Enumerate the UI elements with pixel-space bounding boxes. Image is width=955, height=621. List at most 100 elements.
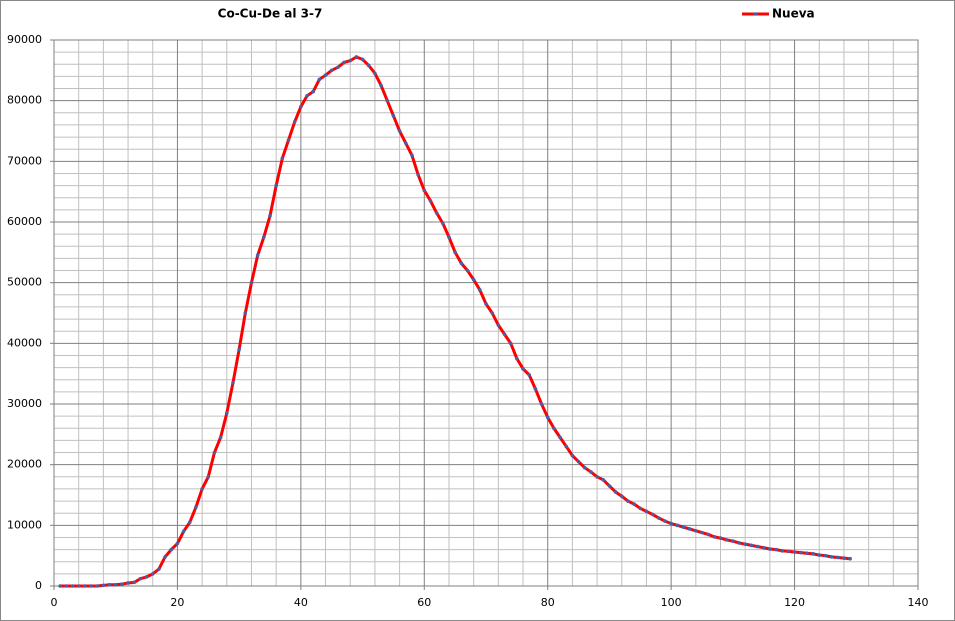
data-point: [286, 138, 291, 142]
data-point: [157, 567, 161, 571]
data-point: [169, 547, 174, 552]
x-tick-label: 0: [51, 596, 58, 609]
x-tick-label: 60: [417, 596, 431, 609]
data-point: [299, 104, 303, 109]
data-point: [83, 584, 87, 588]
data-point: [58, 584, 62, 588]
data-point: [805, 551, 809, 556]
data-point: [366, 63, 371, 68]
data-point: [373, 71, 377, 76]
data-point: [292, 120, 297, 124]
data-point: [360, 57, 365, 62]
data-point: [225, 411, 229, 415]
data-point: [835, 555, 840, 560]
data-point: [619, 494, 624, 499]
data-point: [126, 581, 130, 585]
data-point: [774, 547, 778, 552]
data-point: [410, 153, 414, 158]
data-point: [848, 556, 852, 561]
data-point: [422, 188, 427, 193]
data-point: [780, 549, 785, 553]
data-point: [638, 506, 643, 511]
data-point: [558, 435, 562, 440]
data-point: [434, 211, 439, 215]
x-tick-label: 20: [170, 596, 184, 609]
data-point: [323, 73, 328, 77]
data-point: [626, 499, 630, 503]
data-point: [724, 538, 729, 542]
data-point: [243, 311, 248, 315]
data-point: [502, 332, 507, 337]
data-point: [144, 575, 149, 579]
data-point: [545, 415, 550, 420]
data-point: [817, 553, 822, 557]
data-point: [428, 198, 433, 203]
data-point: [533, 387, 538, 391]
data-point: [601, 478, 606, 482]
data-point: [700, 530, 704, 535]
data-point: [89, 584, 93, 588]
data-point: [459, 261, 464, 266]
data-point: [249, 280, 254, 285]
x-tick-label: 40: [294, 596, 308, 609]
data-point: [237, 347, 241, 352]
data-point: [657, 516, 661, 520]
data-point: [342, 60, 346, 65]
y-tick-label: 20000: [7, 458, 42, 471]
data-point: [231, 380, 235, 385]
data-point: [397, 129, 402, 133]
y-tick-label: 30000: [7, 397, 42, 410]
data-point: [694, 528, 698, 533]
y-tick-label: 10000: [7, 518, 42, 531]
data-point: [508, 341, 513, 346]
data-point: [570, 453, 575, 458]
data-point: [76, 584, 81, 588]
y-tick-label: 70000: [7, 154, 42, 167]
data-point: [465, 268, 470, 273]
plot-area-border: [53, 39, 919, 587]
data-point: [768, 547, 772, 551]
data-point: [403, 141, 408, 145]
y-tick-label: 50000: [7, 276, 42, 289]
x-tick-label: 120: [784, 596, 805, 609]
data-point: [255, 253, 260, 258]
data-point: [416, 172, 420, 177]
data-point: [194, 505, 198, 509]
data-point: [101, 583, 106, 588]
data-point: [663, 519, 667, 523]
data-point: [354, 55, 359, 59]
data-point: [218, 435, 223, 440]
y-tick-label: 60000: [7, 215, 42, 228]
legend-marker: [753, 12, 758, 16]
data-point: [743, 542, 747, 546]
data-point: [632, 502, 636, 506]
data-point: [150, 572, 155, 576]
data-point: [761, 545, 766, 550]
data-point: [552, 426, 556, 431]
data-point: [798, 550, 803, 555]
data-point: [107, 582, 112, 587]
data-point: [589, 470, 593, 474]
data-point: [181, 529, 186, 534]
data-point: [317, 77, 322, 82]
data-point: [582, 465, 587, 470]
data-point: [478, 288, 482, 292]
legend-label: Nueva: [772, 7, 815, 21]
data-point: [138, 576, 143, 581]
data-point: [737, 541, 741, 545]
data-point: [484, 302, 488, 306]
data-point: [441, 221, 445, 226]
data-point: [811, 552, 815, 556]
data-point: [268, 214, 272, 218]
y-tick-label: 80000: [7, 94, 42, 107]
data-point: [391, 114, 396, 118]
data-point: [95, 584, 99, 588]
data-point: [613, 490, 618, 494]
data-point: [681, 525, 686, 529]
x-tick-label: 140: [908, 596, 929, 609]
data-point: [731, 539, 735, 543]
data-point: [755, 544, 760, 549]
data-point: [669, 521, 673, 526]
